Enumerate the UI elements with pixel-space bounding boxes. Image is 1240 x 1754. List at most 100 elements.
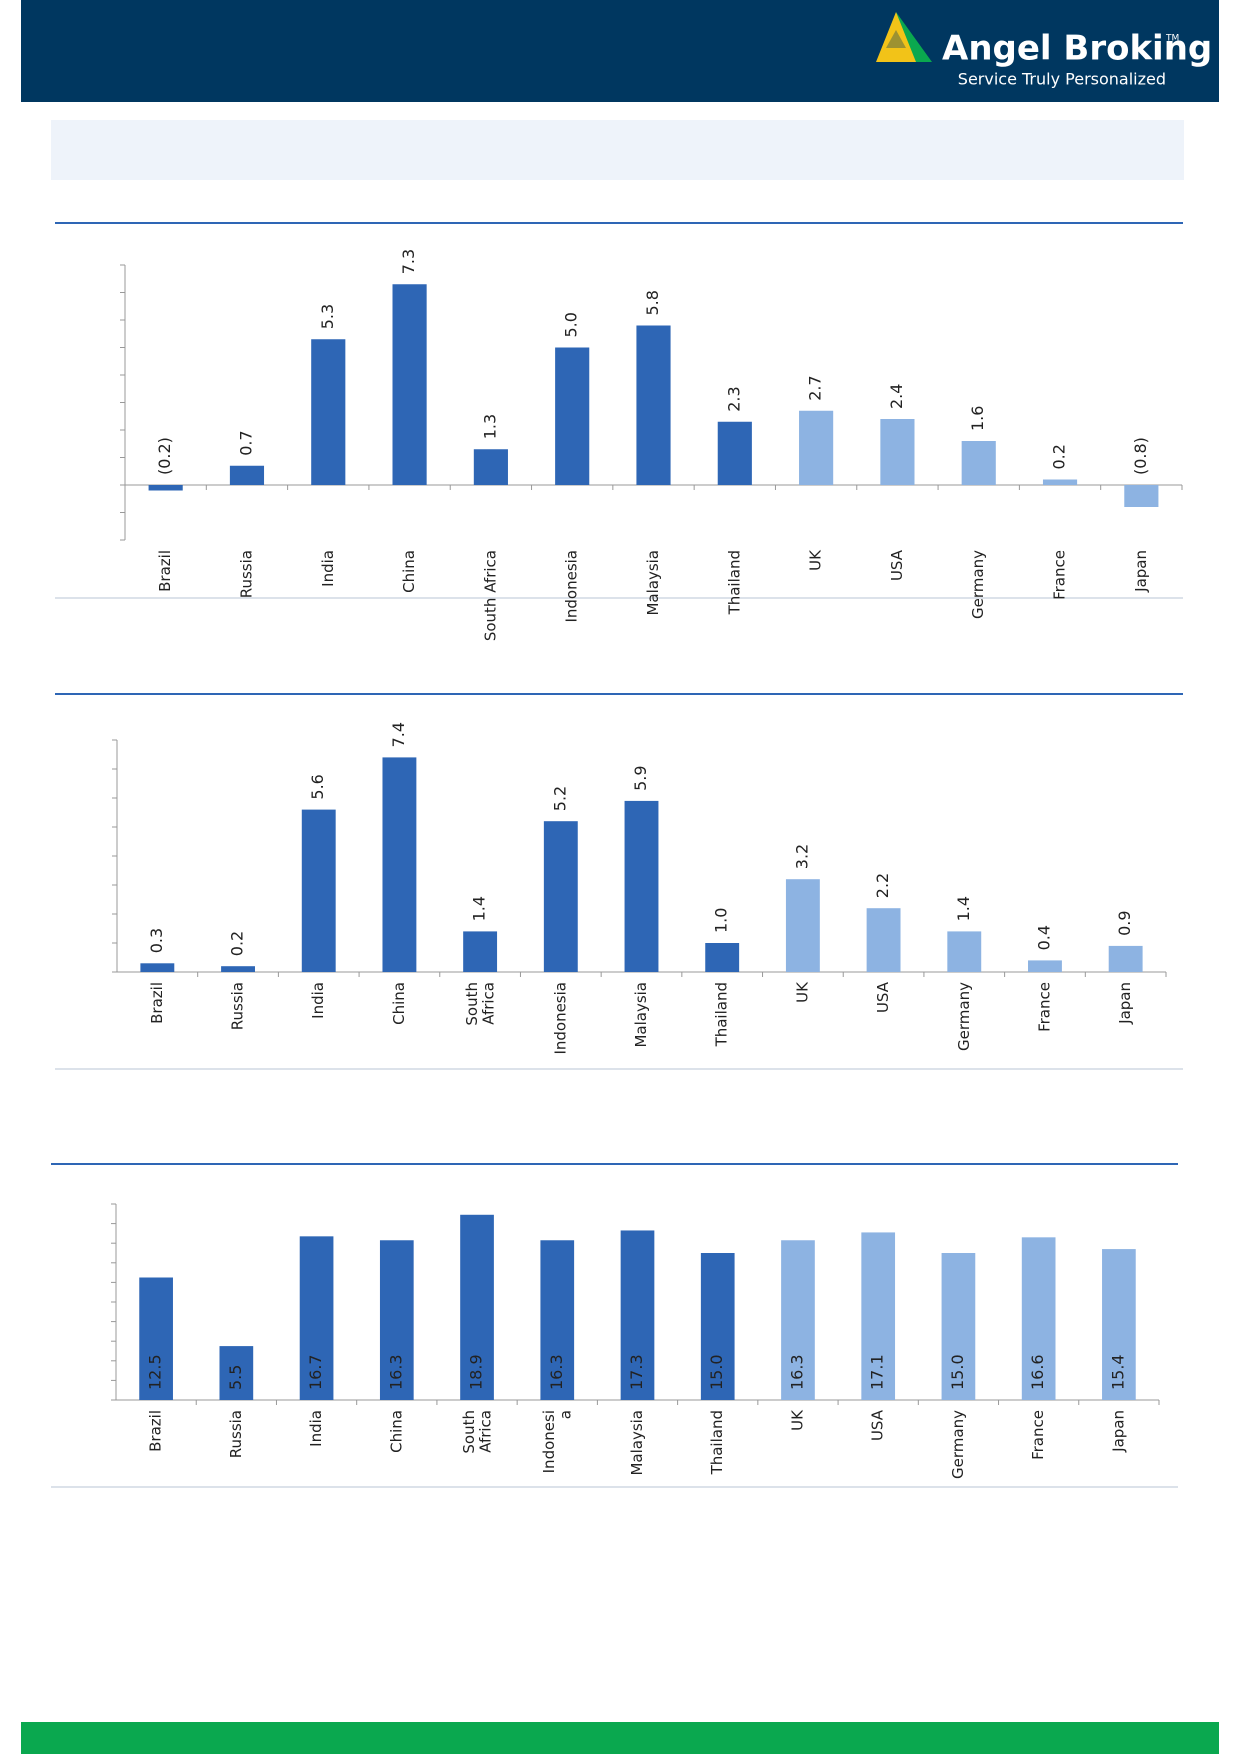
value-label: 2.2 (873, 873, 892, 898)
value-label: 0.2 (228, 931, 247, 956)
value-label: 16.3 (547, 1354, 566, 1390)
bar (785, 879, 820, 972)
bar (1108, 945, 1143, 972)
x-tick-label: India (309, 982, 327, 1019)
x-tick-label: Brazil (148, 982, 166, 1024)
bar (1028, 960, 1062, 972)
x-tick-label: Germany (955, 982, 973, 1051)
x-tick-label: USA (869, 1409, 887, 1441)
bar (1021, 1237, 1056, 1400)
x-tick-label: SouthAfrica (462, 982, 497, 1026)
value-label: 5.6 (308, 774, 327, 799)
bar (781, 1240, 815, 1400)
x-tick-label: UK (788, 1409, 806, 1431)
x-tick-label: Japan (1109, 1410, 1127, 1453)
value-label: 15.0 (707, 1354, 726, 1390)
bar (624, 800, 659, 972)
bar (139, 1277, 173, 1400)
bar (861, 1232, 896, 1400)
bar (219, 1346, 254, 1400)
value-label: 16.6 (1028, 1354, 1047, 1390)
x-tick-label: Thailand (708, 1410, 726, 1475)
value-label: 7.3 (399, 249, 418, 274)
x-tick-label: China (387, 1410, 405, 1453)
bar (221, 966, 255, 972)
x-tick-label: Brazil (147, 1410, 165, 1452)
bar (229, 465, 265, 485)
x-tick-label: India (319, 550, 337, 587)
title-band (51, 120, 1184, 180)
x-tick-label: UK (807, 549, 825, 571)
x-tick-label: Indonesia (551, 982, 569, 1055)
value-label: 0.2 (1050, 444, 1069, 469)
bar (382, 757, 417, 972)
bar (311, 339, 346, 485)
value-label: 5.5 (226, 1365, 245, 1390)
value-label: 5.3 (318, 304, 337, 329)
footer-band (21, 1722, 1219, 1754)
x-tick-label: Germany (949, 1410, 967, 1479)
x-tick-label: Russia (237, 550, 255, 598)
value-label: (0.2) (155, 437, 174, 475)
value-label: 7.4 (389, 722, 408, 747)
value-label: 0.7 (236, 430, 255, 455)
value-label: 16.3 (386, 1354, 405, 1390)
bar (140, 963, 175, 972)
value-label: 2.7 (806, 375, 825, 400)
x-tick-label: India (307, 1410, 325, 1447)
value-label: 16.3 (787, 1354, 806, 1390)
bar (1042, 479, 1078, 485)
bar (460, 1214, 494, 1400)
bar (301, 809, 336, 972)
bar (1124, 485, 1159, 507)
value-label: 5.8 (643, 290, 662, 315)
brand: Angel Broking (942, 29, 1212, 69)
logo-mark (876, 12, 932, 62)
bar (463, 931, 498, 972)
x-tick-label: China (390, 982, 408, 1025)
value-label: 17.3 (627, 1354, 646, 1390)
x-tick-label: South Africa (481, 550, 499, 641)
tagline: Service Truly Personalized (958, 70, 1166, 89)
x-tick-label: Germany (969, 550, 987, 619)
value-label: 1.0 (712, 908, 731, 933)
bar (880, 419, 915, 485)
value-label: 1.6 (968, 406, 987, 431)
x-tick-label: Thailand (725, 550, 743, 615)
x-tick-label: France (1051, 550, 1069, 600)
bar (717, 421, 752, 485)
value-label: 0.3 (147, 928, 166, 953)
bar (148, 485, 183, 491)
value-label: 16.7 (306, 1354, 325, 1390)
bar (555, 347, 590, 485)
value-label: 12.5 (146, 1354, 165, 1390)
bar (700, 1253, 735, 1400)
bar (866, 908, 901, 972)
x-tick-label: France (1029, 1410, 1047, 1460)
x-tick-label: Malaysia (632, 982, 650, 1048)
value-label: 15.0 (948, 1354, 967, 1390)
bar (941, 1253, 976, 1400)
bar (1102, 1249, 1136, 1400)
bar (299, 1236, 334, 1400)
header-band (21, 0, 1219, 102)
value-label: (0.8) (1131, 437, 1150, 475)
x-tick-label: USA (888, 549, 906, 581)
value-label: 1.4 (954, 896, 973, 921)
value-label: 5.0 (562, 312, 581, 337)
bar (540, 1240, 575, 1400)
bar (392, 284, 427, 485)
bar (473, 449, 508, 485)
bar (947, 931, 982, 972)
bar (799, 410, 834, 485)
value-label: 0.9 (1115, 910, 1134, 935)
x-tick-label: Russia (229, 982, 247, 1030)
x-tick-label: Malaysia (628, 1410, 646, 1476)
value-label: 3.2 (792, 844, 811, 869)
x-tick-label: Indonesia (540, 1410, 575, 1473)
bar (620, 1230, 655, 1400)
x-tick-label: USA (874, 981, 892, 1013)
bar (379, 1240, 414, 1400)
